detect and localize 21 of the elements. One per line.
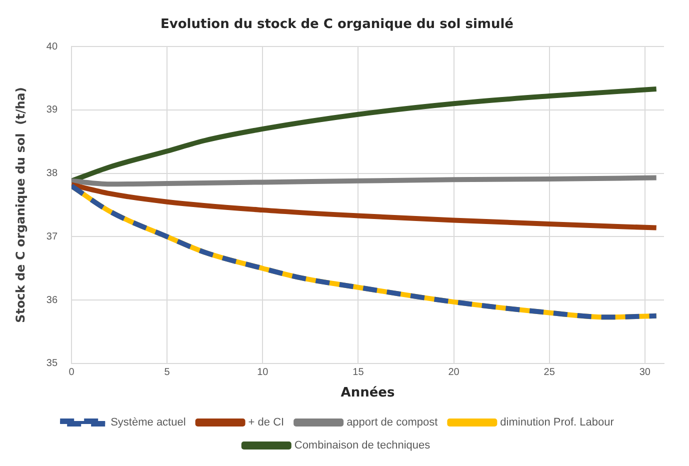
x-tick-label: 30 <box>639 367 651 378</box>
x-tick-label: 15 <box>352 367 364 378</box>
x-axis-title: Années <box>340 386 395 401</box>
x-tick-label: 5 <box>164 367 170 378</box>
chart-title: Evolution du stock de C organique du sol simulé <box>160 17 514 32</box>
legend-label: diminution Prof. Labour <box>500 416 614 429</box>
x-tick-label: 0 <box>68 367 75 378</box>
legend-label: apport de compost <box>346 416 438 429</box>
legend-label: + de CI <box>248 416 284 429</box>
y-tick-label: 35 <box>46 358 58 370</box>
x-tick-label: 25 <box>544 367 556 378</box>
y-tick-label: 38 <box>46 168 58 180</box>
x-tick-label: 20 <box>448 367 460 378</box>
legend-label: Système actuel <box>110 416 186 429</box>
y-tick-label: 36 <box>46 294 58 306</box>
x-tick-label: 10 <box>257 367 269 378</box>
y-tick-label: 40 <box>46 41 58 52</box>
y-tick-label: 37 <box>46 231 58 242</box>
legend-label: Combinaison de techniques <box>294 440 431 452</box>
y-tick-label: 39 <box>46 104 58 116</box>
y-axis-title: Stock de C organique du sol (t/ha) <box>13 87 28 323</box>
